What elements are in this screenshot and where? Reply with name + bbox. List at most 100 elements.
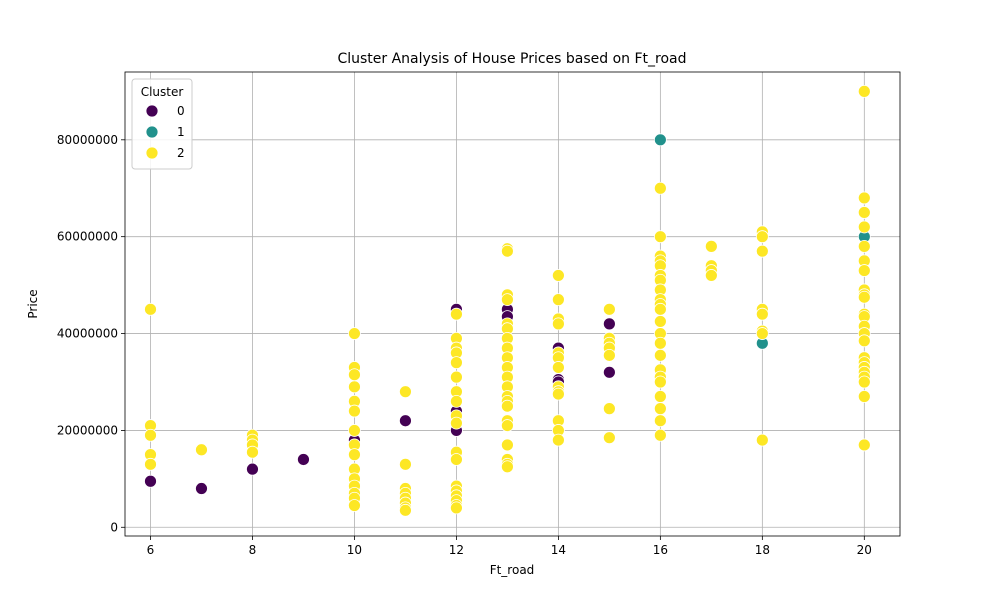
legend-box [131,78,193,170]
data-point-cluster-2 [450,394,463,408]
y-tick-label: 60000000 [57,230,118,244]
data-point-cluster-2 [399,385,412,399]
data-point-cluster-2 [246,445,259,459]
legend-marker-0 [145,104,159,118]
data-point-cluster-2 [653,315,667,328]
data-point-cluster-2 [450,370,463,384]
data-point-cluster-2 [602,431,616,445]
data-point-cluster-2 [348,368,361,382]
data-point-cluster-2 [602,402,616,416]
x-tick-label: 6 [147,543,155,557]
x-tick-label: 14 [551,543,566,557]
data-point-cluster-2 [501,244,514,258]
data-point-cluster-2 [348,424,361,437]
data-point-cluster-2 [348,327,361,340]
data-point-cluster-2 [857,206,871,219]
data-point-cluster-2 [501,438,514,452]
legend-entries: 0 1 2 [145,104,185,160]
data-point-cluster-2 [857,390,871,403]
data-point-cluster-2 [144,302,157,316]
data-point-cluster-2 [857,264,871,277]
data-point-cluster-2 [653,428,667,442]
data-point-cluster-2 [653,336,667,350]
data-point-cluster-2 [704,239,718,253]
data-point-cluster-2 [857,290,871,304]
data-point-cluster-2 [551,317,565,331]
data-point-cluster-0 [297,453,310,466]
x-tick-label: 18 [755,543,770,557]
data-point-cluster-0 [399,414,412,428]
legend-marker-1 [145,125,159,139]
data-point-cluster-1 [653,133,667,147]
data-point-cluster-2 [551,387,565,401]
legend-label-0: 0 [177,104,185,118]
legend-label-1: 1 [177,125,185,139]
data-point-cluster-2 [857,191,871,205]
data-point-cluster-2 [653,402,667,416]
data-point-cluster-2 [399,503,412,517]
y-tick-label: 80000000 [57,133,118,147]
chart-title: Cluster Analysis of House Prices based o… [337,51,686,67]
data-point-cluster-2 [857,375,871,389]
data-point-cluster-2 [450,307,463,321]
x-tick-label: 20 [857,543,872,557]
axis-ticks: 6 8 10 12 14 16 18 20 0 20000000 40000000 60000000 8… [57,133,872,557]
data-point-cluster-2 [551,361,565,374]
x-tick-label: 8 [249,543,257,557]
data-point-cluster-0 [246,462,259,476]
legend-marker-2 [145,146,159,160]
data-point-cluster-2 [551,293,565,307]
data-point-cluster-2 [144,428,157,442]
data-point-cluster-2 [857,334,871,348]
data-point-cluster-2 [857,84,871,98]
data-point-cluster-2 [450,356,463,370]
x-axis-label: Ft_road [490,563,535,577]
data-point-cluster-2 [450,416,463,430]
plot-area-frame [124,71,901,537]
data-point-cluster-0 [602,365,616,379]
data-point-cluster-2 [501,460,514,474]
data-point-cluster-0 [195,482,208,495]
data-point-cluster-2 [399,457,412,471]
data-point-cluster-0 [602,317,616,331]
data-point-cluster-2 [551,433,565,447]
data-point-cluster-2 [551,269,565,282]
data-point-cluster-2 [857,438,871,452]
data-point-cluster-2 [653,230,667,244]
data-point-cluster-2 [653,181,667,195]
data-point-cluster-2 [857,220,871,234]
x-tick-label: 16 [653,543,668,557]
y-tick-label: 20000000 [57,423,118,437]
data-point-cluster-0 [144,474,157,488]
data-point-cluster-2 [348,380,361,394]
y-tick-label: 0 [110,520,118,534]
data-point-cluster-2 [755,307,769,321]
data-point-cluster-2 [653,390,667,403]
data-point-cluster-2 [501,419,514,432]
data-point-cluster-2 [653,414,667,428]
data-point-cluster-2 [857,239,871,253]
x-tick-label: 10 [347,543,362,557]
data-point-cluster-2 [755,244,769,258]
data-point-cluster-2 [653,302,667,316]
y-axis-label: Price [26,289,40,318]
data-point-cluster-2 [450,453,463,466]
grid [125,72,900,536]
data-point-cluster-2 [653,348,667,362]
y-tick-label: 40000000 [57,327,118,341]
data-point-cluster-2 [755,327,769,340]
legend-title: Cluster [141,85,184,99]
data-point-cluster-2 [602,348,616,362]
data-points [144,84,871,517]
legend: Cluster 0 1 2 [131,78,193,170]
legend-label-2: 2 [177,146,185,160]
data-point-cluster-2 [450,501,463,515]
data-point-cluster-2 [144,457,157,471]
data-point-cluster-2 [755,433,769,447]
data-point-cluster-2 [348,404,361,418]
data-point-cluster-2 [653,375,667,389]
data-point-cluster-2 [195,443,208,457]
data-point-cluster-2 [501,293,514,307]
data-point-cluster-2 [348,448,361,462]
